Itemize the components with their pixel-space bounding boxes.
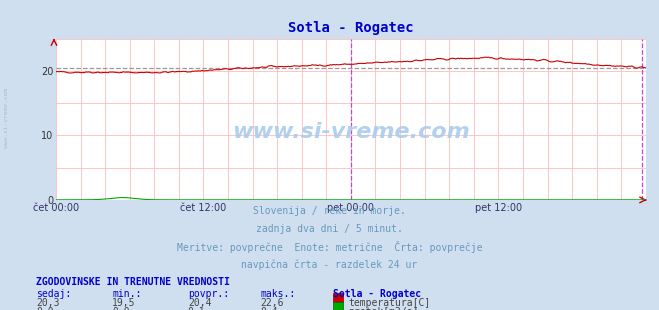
Text: 0,0: 0,0 — [36, 307, 54, 310]
Text: navpična črta - razdelek 24 ur: navpična črta - razdelek 24 ur — [241, 259, 418, 270]
Text: sedaj:: sedaj: — [36, 289, 71, 299]
Text: www.si-vreme.com: www.si-vreme.com — [4, 88, 9, 148]
Text: Slovenija / reke in morje.: Slovenija / reke in morje. — [253, 206, 406, 216]
Text: Meritve: povprečne  Enote: metrične  Črta: povprečje: Meritve: povprečne Enote: metrične Črta:… — [177, 241, 482, 254]
Text: 22,6: 22,6 — [260, 298, 284, 308]
Text: maks.:: maks.: — [260, 289, 295, 299]
Title: Sotla - Rogatec: Sotla - Rogatec — [288, 21, 414, 35]
Text: 20,3: 20,3 — [36, 298, 60, 308]
Text: pretok[m3/s]: pretok[m3/s] — [349, 307, 419, 310]
Text: www.si-vreme.com: www.si-vreme.com — [232, 122, 470, 142]
Text: 20,4: 20,4 — [188, 298, 212, 308]
Text: zadnja dva dni / 5 minut.: zadnja dva dni / 5 minut. — [256, 224, 403, 234]
Text: 0,1: 0,1 — [188, 307, 206, 310]
Text: ZGODOVINSKE IN TRENUTNE VREDNOSTI: ZGODOVINSKE IN TRENUTNE VREDNOSTI — [36, 277, 230, 286]
Text: 0,0: 0,0 — [112, 307, 130, 310]
Text: 0,4: 0,4 — [260, 307, 278, 310]
Text: 19,5: 19,5 — [112, 298, 136, 308]
Text: min.:: min.: — [112, 289, 142, 299]
Text: povpr.:: povpr.: — [188, 289, 229, 299]
Text: temperatura[C]: temperatura[C] — [349, 298, 431, 308]
Text: Sotla - Rogatec: Sotla - Rogatec — [333, 289, 421, 299]
